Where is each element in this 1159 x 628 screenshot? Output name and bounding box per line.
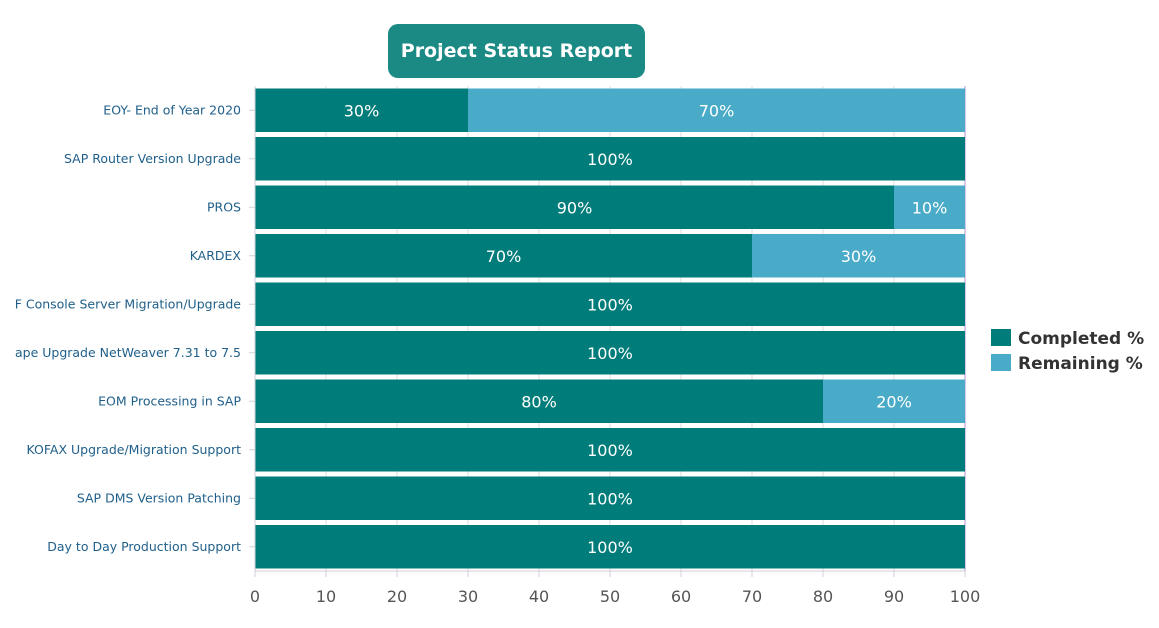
data-label: 10% bbox=[912, 198, 948, 217]
x-tick-label: 50 bbox=[600, 587, 620, 606]
category-label: Day to Day Production Support bbox=[47, 539, 241, 554]
chart-title: Project Status Report bbox=[388, 24, 645, 78]
x-tick-label: 10 bbox=[316, 587, 336, 606]
x-tick-label: 90 bbox=[884, 587, 904, 606]
x-tick-label: 40 bbox=[529, 587, 549, 606]
category-label: KOFAX Upgrade/Migration Support bbox=[27, 442, 242, 457]
category-label: EOM Processing in SAP bbox=[98, 393, 241, 408]
y-axis: EOY- End of Year 2020 SAP Router Version … bbox=[15, 86, 256, 571]
data-label: 100% bbox=[587, 344, 633, 363]
data-label: 100% bbox=[587, 538, 633, 557]
legend-swatch-remaining bbox=[991, 354, 1011, 371]
data-label: 70% bbox=[699, 101, 735, 120]
bar-completed bbox=[255, 185, 894, 229]
data-label: 100% bbox=[587, 150, 633, 169]
x-tick-label: 60 bbox=[671, 587, 691, 606]
x-tick-label: 30 bbox=[458, 587, 478, 606]
category-label: SAP Router Version Upgrade bbox=[64, 151, 241, 166]
data-label: 90% bbox=[557, 198, 593, 217]
bar-completed bbox=[255, 428, 965, 472]
category-label: F Console Server Migration/Upgrade bbox=[15, 296, 242, 311]
data-label: 30% bbox=[344, 101, 380, 120]
bar-remaining bbox=[752, 234, 965, 278]
x-tick-label: 0 bbox=[250, 587, 260, 606]
data-label: 100% bbox=[587, 489, 633, 508]
data-label: 100% bbox=[587, 295, 633, 314]
bar-completed bbox=[255, 379, 823, 423]
category-label: SAP DMS Version Patching bbox=[77, 490, 241, 505]
category-label: ape Upgrade NetWeaver 7.31 to 7.5 bbox=[15, 345, 241, 360]
x-tick-label: 80 bbox=[813, 587, 833, 606]
legend: Completed % Remaining % bbox=[991, 329, 1144, 374]
bar-remaining bbox=[894, 185, 965, 229]
bar-completed bbox=[255, 137, 965, 181]
bar-remaining bbox=[468, 88, 965, 132]
category-label: PROS bbox=[207, 199, 241, 214]
bar-completed bbox=[255, 476, 965, 520]
x-tick-label: 20 bbox=[387, 587, 407, 606]
data-label: 70% bbox=[486, 247, 522, 266]
bar-completed bbox=[255, 525, 965, 569]
x-axis: 0 10 20 30 40 50 60 70 80 90 100 bbox=[250, 570, 981, 606]
legend-label: Remaining % bbox=[1018, 354, 1143, 374]
data-label: 20% bbox=[876, 392, 912, 411]
category-label: EOY- End of Year 2020 bbox=[103, 102, 241, 117]
category-label: KARDEX bbox=[190, 248, 242, 263]
bar-completed bbox=[255, 282, 965, 326]
data-labels: 30% 70% 100% 90% 10% 70% 30% 100% 100% 80% 20% 100%… bbox=[344, 101, 948, 557]
legend-label: Completed % bbox=[1018, 329, 1144, 349]
bar-completed bbox=[255, 331, 965, 375]
data-label: 100% bbox=[587, 441, 633, 460]
data-label: 30% bbox=[841, 247, 877, 266]
bar-completed bbox=[255, 88, 468, 132]
bars bbox=[255, 88, 965, 569]
x-tick-label: 70 bbox=[742, 587, 762, 606]
legend-swatch-completed bbox=[991, 329, 1011, 346]
x-tick-label: 100 bbox=[950, 587, 981, 606]
bar-remaining bbox=[823, 379, 965, 423]
bar-completed bbox=[255, 234, 752, 278]
data-label: 80% bbox=[521, 392, 557, 411]
